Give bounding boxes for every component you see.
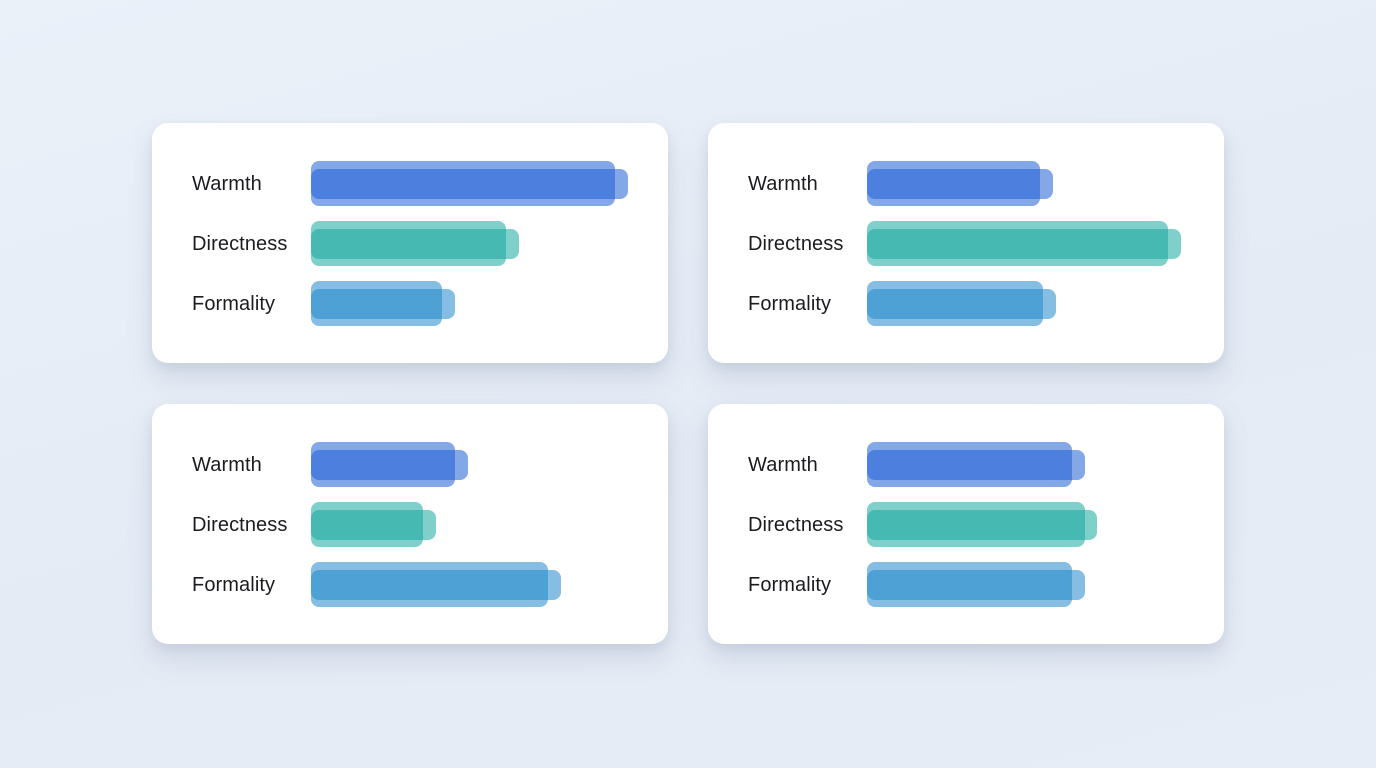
bar-track [311,281,644,326]
metric-row-warmth: Warmth [192,161,644,206]
metric-label: Directness [748,232,844,255]
bar-track [311,161,644,206]
bar-track [311,502,644,547]
metric-row-directness: Directness [748,502,1200,547]
metric-label: Formality [748,573,832,596]
metric-label: Directness [192,232,288,255]
bar-track [311,562,644,607]
warmth-bar [867,161,1040,206]
metric-label: Warmth [748,172,818,195]
metric-label: Formality [192,292,276,315]
bar-track [867,442,1200,487]
tone-card-top-left[interactable]: Warmth Directness Formality [152,123,668,363]
metric-row-directness: Directness [192,502,644,547]
formality-bar [311,562,548,607]
metric-label: Directness [748,513,844,536]
formality-bar [311,281,442,326]
tone-card-bottom-left[interactable]: Warmth Directness Formality [152,404,668,644]
tone-card-bottom-right[interactable]: Warmth Directness Formality [708,404,1224,644]
metric-label: Formality [192,573,276,596]
metric-row-formality: Formality [192,281,644,326]
metric-row-directness: Directness [748,221,1200,266]
formality-bar [867,281,1043,326]
metric-label: Warmth [192,453,262,476]
metric-row-warmth: Warmth [748,442,1200,487]
bar-track [867,502,1200,547]
directness-bar [867,502,1085,547]
bar-track [311,221,644,266]
metric-label: Directness [192,513,288,536]
bar-track [867,281,1200,326]
metric-row-formality: Formality [192,562,644,607]
directness-bar [311,502,423,547]
bar-track [867,562,1200,607]
directness-bar [867,221,1168,266]
metric-label: Warmth [192,172,262,195]
metric-row-formality: Formality [748,562,1200,607]
metric-label: Warmth [748,453,818,476]
bar-track [867,221,1200,266]
metric-row-directness: Directness [192,221,644,266]
metric-row-warmth: Warmth [748,161,1200,206]
tone-card-top-right[interactable]: Warmth Directness Formality [708,123,1224,363]
warmth-bar [311,161,615,206]
metric-label: Formality [748,292,832,315]
metric-row-warmth: Warmth [192,442,644,487]
directness-bar [311,221,506,266]
metric-row-formality: Formality [748,281,1200,326]
formality-bar [867,562,1072,607]
warmth-bar [867,442,1072,487]
warmth-bar [311,442,455,487]
bar-track [867,161,1200,206]
bar-track [311,442,644,487]
